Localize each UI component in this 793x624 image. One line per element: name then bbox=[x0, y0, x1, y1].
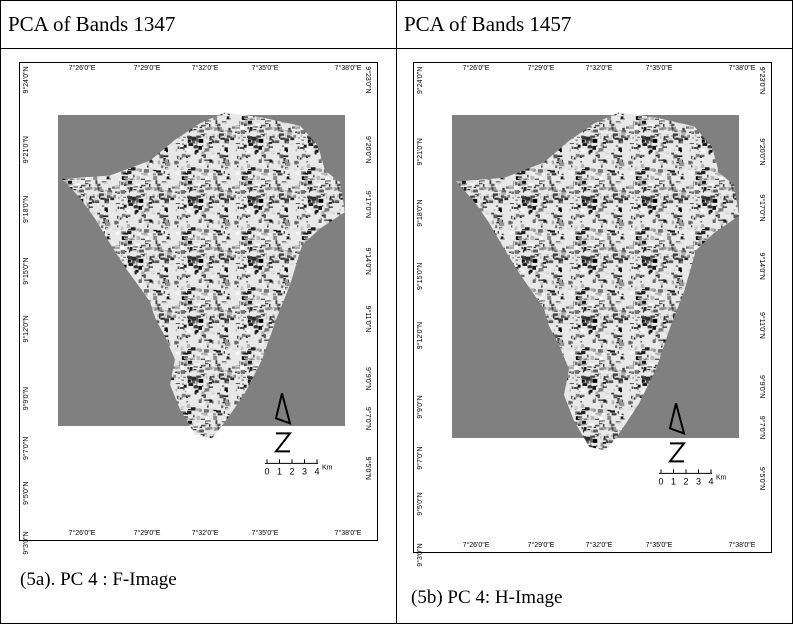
lat-label: 9°14'0"N bbox=[758, 253, 766, 280]
lon-label: 7°35'0"E bbox=[646, 541, 673, 549]
lat-label: 9°11'0"N bbox=[758, 312, 766, 339]
lon-label: 7°38'0"E bbox=[729, 541, 756, 549]
lon-label: 7°26'0"E bbox=[69, 64, 96, 72]
lon-label: 7°38'0"E bbox=[335, 529, 362, 537]
scale-label: 3 bbox=[302, 466, 307, 476]
scale-unit: Km bbox=[322, 464, 333, 471]
lat-label: 9°17'0"N bbox=[758, 194, 766, 221]
caption: (5b) PC 4: H-Image bbox=[411, 587, 562, 608]
lat-label: 9°18'0"N bbox=[416, 199, 424, 226]
lat-label: 9°14'0"N bbox=[364, 248, 372, 275]
lat-label: 9°15'0"N bbox=[22, 258, 30, 285]
lon-label: 7°26'0"E bbox=[69, 529, 96, 537]
lon-label: 7°35'0"E bbox=[252, 64, 279, 72]
lat-label: 9°23'0"N bbox=[758, 67, 766, 94]
lat-label: 9°12'0"N bbox=[22, 315, 30, 342]
lat-label: 9°7'0"N bbox=[416, 446, 424, 469]
map-panel: 7°26'0"E 7°26'0"E 7°29'0"E 7°29'0"E 7°32'0"E… bbox=[413, 62, 772, 567]
lat-label: 9°5'0"N bbox=[758, 467, 766, 490]
study-area bbox=[456, 112, 739, 451]
scale-label: 1 bbox=[671, 476, 676, 486]
lat-label: 9°24'0"N bbox=[416, 67, 424, 94]
north-arrow bbox=[273, 393, 293, 453]
lon-label: 7°38'0"E bbox=[335, 64, 362, 72]
lat-label: 9°3'0"N bbox=[22, 531, 30, 554]
map-panel: 7°26'0"E 7°26'0"E 7°29'0"E 7°29'0"E 7°32'0"E… bbox=[19, 62, 378, 555]
lon-label: 7°38'0"E bbox=[729, 64, 756, 72]
header-left: PCA of Bands 1347 bbox=[8, 12, 175, 36]
caption: (5a). PC 4 : F-Image bbox=[20, 569, 177, 590]
lon-label: 7°32'0"E bbox=[192, 64, 219, 72]
lat-label: 9°21'0"N bbox=[416, 138, 424, 165]
lat-label: 9°23'0"N bbox=[364, 66, 372, 93]
lat-label: 9°24'0"N bbox=[22, 66, 30, 93]
lon-label: 7°26'0"E bbox=[463, 64, 490, 72]
lat-label: 9°5'0"N bbox=[364, 457, 372, 480]
study-area bbox=[62, 112, 345, 439]
scale-unit: Km bbox=[716, 474, 727, 481]
scale-label: 2 bbox=[683, 476, 688, 486]
lon-label: 7°29'0"E bbox=[528, 64, 555, 72]
lon-label: 7°29'0"E bbox=[528, 541, 555, 549]
scale-label: 2 bbox=[289, 466, 294, 476]
scale-label: 4 bbox=[314, 466, 319, 476]
lat-label: 9°20'0"N bbox=[364, 136, 372, 163]
lon-label: 7°32'0"E bbox=[586, 541, 613, 549]
lat-label: 9°7'0"N bbox=[758, 416, 766, 439]
lon-label: 7°32'0"E bbox=[192, 529, 219, 537]
lon-label: 7°26'0"E bbox=[463, 541, 490, 549]
lat-label: 9°21'0"N bbox=[22, 136, 30, 163]
lat-label: 9°7'0"N bbox=[364, 407, 372, 430]
north-arrow bbox=[667, 403, 687, 463]
lat-label: 9°9'0"N bbox=[364, 367, 372, 390]
scale-label: 0 bbox=[264, 466, 269, 476]
lat-label: 9°11'0"N bbox=[364, 306, 372, 333]
lat-label: 9°18'0"N bbox=[22, 196, 30, 223]
scale-label: 1 bbox=[277, 466, 282, 476]
scale-label: 4 bbox=[708, 476, 713, 486]
lat-label: 9°9'0"N bbox=[758, 375, 766, 398]
lat-label: 9°3'0"N bbox=[416, 543, 424, 566]
header-right: PCA of Bands 1457 bbox=[404, 12, 571, 36]
lat-label: 9°20'0"N bbox=[758, 138, 766, 165]
lon-label: 7°29'0"E bbox=[134, 529, 161, 537]
lat-label: 9°5'0"N bbox=[416, 492, 424, 515]
lat-label: 9°15'0"N bbox=[416, 263, 424, 290]
scale-label: 3 bbox=[696, 476, 701, 486]
lon-label: 7°32'0"E bbox=[586, 64, 613, 72]
lat-label: 9°5'0"N bbox=[22, 482, 30, 505]
lat-label: 9°17'0"N bbox=[364, 191, 372, 218]
lon-label: 7°35'0"E bbox=[646, 64, 673, 72]
lat-label: 9°9'0"N bbox=[22, 387, 30, 410]
lat-label: 9°12'0"N bbox=[416, 322, 424, 349]
lon-label: 7°29'0"E bbox=[134, 64, 161, 72]
lat-label: 9°9'0"N bbox=[416, 395, 424, 418]
scale-label: 0 bbox=[658, 476, 663, 486]
lon-label: 7°35'0"E bbox=[252, 529, 279, 537]
lat-label: 9°7'0"N bbox=[22, 437, 30, 460]
